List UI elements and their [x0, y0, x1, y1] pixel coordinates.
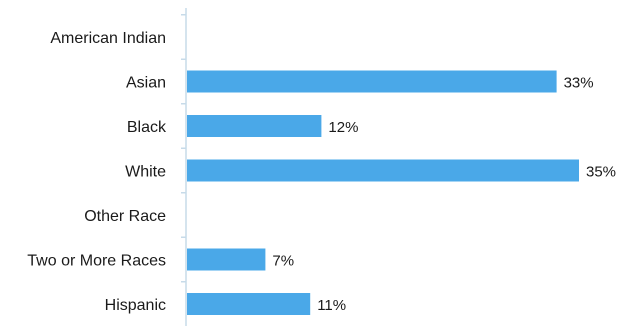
category-label: Asian	[126, 75, 166, 92]
data-label: 12%	[328, 119, 358, 136]
data-label: 11%	[317, 297, 346, 314]
axis-layer	[181, 8, 187, 326]
category-label: Black	[127, 119, 167, 136]
data-label: 33%	[564, 75, 594, 92]
category-label: White	[125, 164, 166, 181]
data-label: 35%	[586, 164, 616, 181]
category-label: Two or More Races	[27, 253, 166, 270]
bar	[187, 248, 266, 271]
bar	[187, 159, 579, 182]
bar	[187, 293, 311, 315]
category-label: Other Race	[84, 208, 166, 225]
bars-layer	[187, 70, 579, 315]
category-label: American Indian	[50, 30, 166, 47]
labels-layer: American Indian Asian 33% Black 12% White 35% O…	[27, 30, 616, 314]
category-label: Hispanic	[105, 297, 166, 314]
bar	[187, 115, 322, 137]
data-label: 7%	[272, 253, 294, 270]
bar	[187, 70, 557, 93]
